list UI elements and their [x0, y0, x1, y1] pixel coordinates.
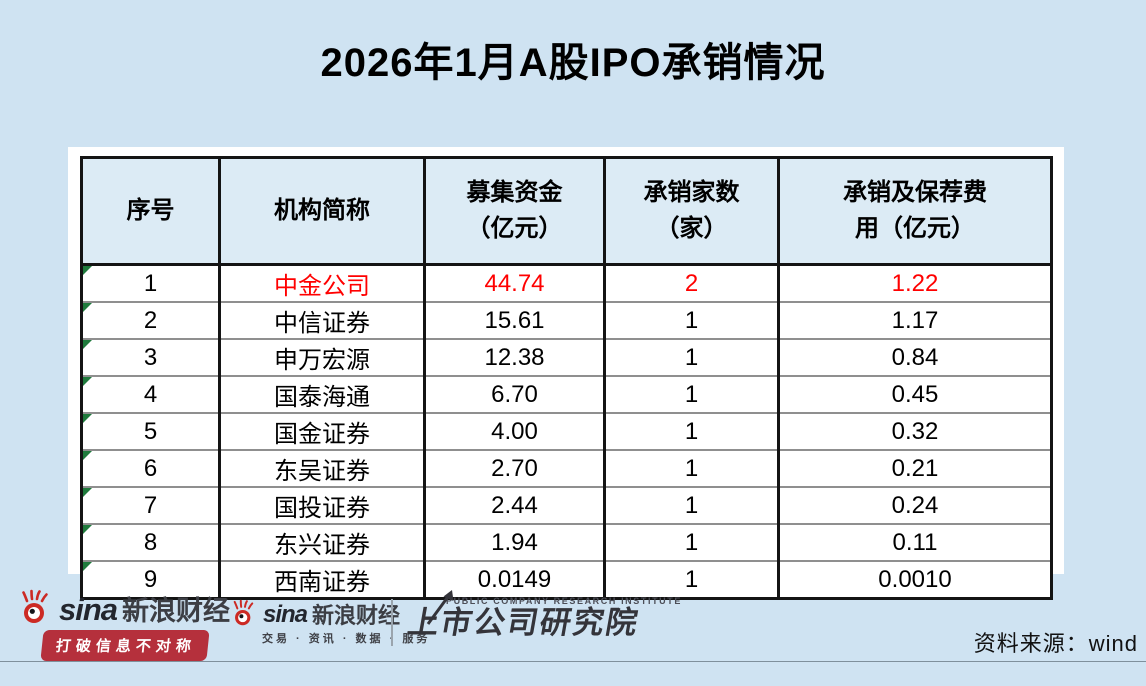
- header-fees: 承销及保荐费 用（亿元）: [777, 157, 1052, 266]
- cell-funds: 6.70: [423, 375, 605, 413]
- cell-institution: 东吴证券: [218, 449, 425, 487]
- cell-institution: 西南证券: [218, 560, 425, 599]
- cell-funds: 15.61: [423, 301, 605, 339]
- arrow-up-right-icon: [426, 590, 454, 625]
- pcri-english-label: PUBLIC COMPANY RESEARCH INSTITUTE: [446, 596, 682, 606]
- table-row: 9 西南证券 0.0149 1 0.0010: [81, 560, 1052, 599]
- footer-divider: [391, 599, 393, 646]
- cell-index: 9: [81, 560, 220, 599]
- table-row: 8 东兴证券 1.94 1 0.11: [81, 523, 1052, 561]
- cell-fee: 0.11: [777, 523, 1052, 561]
- cell-index: 8: [81, 523, 220, 561]
- cell-index: 3: [81, 338, 220, 376]
- sina-finance-cn: 新浪财经: [122, 595, 231, 626]
- pcri-logo: PUBLIC COMPANY RESEARCH INSTITUTE 上市公司研究…: [405, 590, 682, 640]
- cell-funds: 44.74: [423, 263, 605, 302]
- cell-funds: 12.38: [423, 338, 605, 376]
- sina-services-tagline: 交易 · 资讯 · 数据 · 服务: [262, 633, 431, 645]
- cell-count: 1: [603, 486, 779, 524]
- cell-index: 2: [81, 301, 220, 339]
- cell-fee: 0.45: [777, 375, 1052, 413]
- excel-flag-triangle-icon: [83, 266, 92, 275]
- sina-finance-logo-small: sina 新浪财经 交易 · 资讯 · 数据 · 服务: [232, 599, 430, 646]
- header-funds-raised: 募集资金 （亿元）: [423, 157, 605, 266]
- cell-count: 1: [603, 412, 779, 450]
- cell-count: 2: [603, 263, 779, 302]
- ipo-underwriting-table: 序号 机构简称 募集资金 （亿元） 承销家数 （家） 承销及保荐费 用（亿元） …: [80, 156, 1053, 600]
- sina-finance-cn: 新浪财经: [312, 602, 401, 628]
- cell-institution: 中金公司: [218, 263, 425, 302]
- cell-funds: 4.00: [423, 412, 605, 450]
- cell-index: 4: [81, 375, 220, 413]
- excel-flag-triangle-icon: [83, 414, 92, 423]
- cell-fee: 0.32: [777, 412, 1052, 450]
- cell-funds: 2.44: [423, 486, 605, 524]
- cell-fee: 1.22: [777, 263, 1052, 302]
- cell-funds: 1.94: [423, 523, 605, 561]
- cell-count: 1: [603, 375, 779, 413]
- excel-flag-triangle-icon: [83, 525, 92, 534]
- cell-index: 1: [81, 263, 220, 302]
- cell-count: 1: [603, 560, 779, 599]
- table-row: 4 国泰海通 6.70 1 0.45: [81, 375, 1052, 413]
- footer-rule: [0, 661, 1146, 662]
- cell-institution: 国投证券: [218, 486, 425, 524]
- excel-flag-triangle-icon: [83, 340, 92, 349]
- cell-institution: 国金证券: [218, 412, 425, 450]
- excel-flag-triangle-icon: [83, 451, 92, 460]
- header-institution: 机构简称: [218, 157, 425, 266]
- table-row: 2 中信证券 15.61 1 1.17: [81, 301, 1052, 339]
- excel-flag-triangle-icon: [83, 303, 92, 312]
- header-index: 序号: [81, 157, 220, 266]
- excel-flag-triangle-icon: [83, 377, 92, 386]
- sina-wordmark: sina: [59, 592, 118, 627]
- cell-funds: 0.0149: [423, 560, 605, 599]
- table-header-row: 序号 机构简称 募集资金 （亿元） 承销家数 （家） 承销及保荐费 用（亿元）: [81, 157, 1052, 266]
- cell-fee: 0.24: [777, 486, 1052, 524]
- excel-flag-triangle-icon: [83, 488, 92, 497]
- page-title: 2026年1月A股IPO承销情况: [320, 41, 826, 85]
- cell-index: 6: [81, 449, 220, 487]
- table-row: 3 申万宏源 12.38 1 0.84: [81, 338, 1052, 376]
- cell-fee: 0.0010: [777, 560, 1052, 599]
- cell-count: 1: [603, 301, 779, 339]
- cell-fee: 1.17: [777, 301, 1052, 339]
- excel-flag-triangle-icon: [83, 562, 92, 571]
- header-deal-count: 承销家数 （家）: [603, 157, 779, 266]
- cell-index: 7: [81, 486, 220, 524]
- table-row: 1 中金公司 44.74 2 1.22: [81, 263, 1052, 302]
- cell-count: 1: [603, 338, 779, 376]
- table-row: 5 国金证券 4.00 1 0.32: [81, 412, 1052, 450]
- cell-institution: 国泰海通: [218, 375, 425, 413]
- sina-slogan-badge: 打破信息不对称: [40, 630, 210, 661]
- cell-institution: 东兴证券: [218, 523, 425, 561]
- table-row: 6 东吴证券 2.70 1 0.21: [81, 449, 1052, 487]
- sina-eye-icon: [22, 589, 48, 623]
- cell-funds: 2.70: [423, 449, 605, 487]
- cell-institution: 申万宏源: [218, 338, 425, 376]
- data-source-note: 资料来源：wind: [973, 631, 1138, 656]
- sina-eye-icon: [233, 599, 254, 626]
- table-panel: 序号 机构简称 募集资金 （亿元） 承销家数 （家） 承销及保荐费 用（亿元） …: [68, 147, 1064, 600]
- sina-wordmark: sina: [263, 601, 308, 628]
- cell-fee: 0.21: [777, 449, 1052, 487]
- cell-count: 1: [603, 523, 779, 561]
- cell-count: 1: [603, 449, 779, 487]
- cell-fee: 0.84: [777, 338, 1052, 376]
- pcri-chinese-label: 上市公司研究院: [405, 605, 643, 640]
- sina-finance-logo: sina 新浪财经 打破信息不对称: [20, 589, 230, 661]
- table-row: 7 国投证券 2.44 1 0.24: [81, 486, 1052, 524]
- cell-index: 5: [81, 412, 220, 450]
- cell-institution: 中信证券: [218, 301, 425, 339]
